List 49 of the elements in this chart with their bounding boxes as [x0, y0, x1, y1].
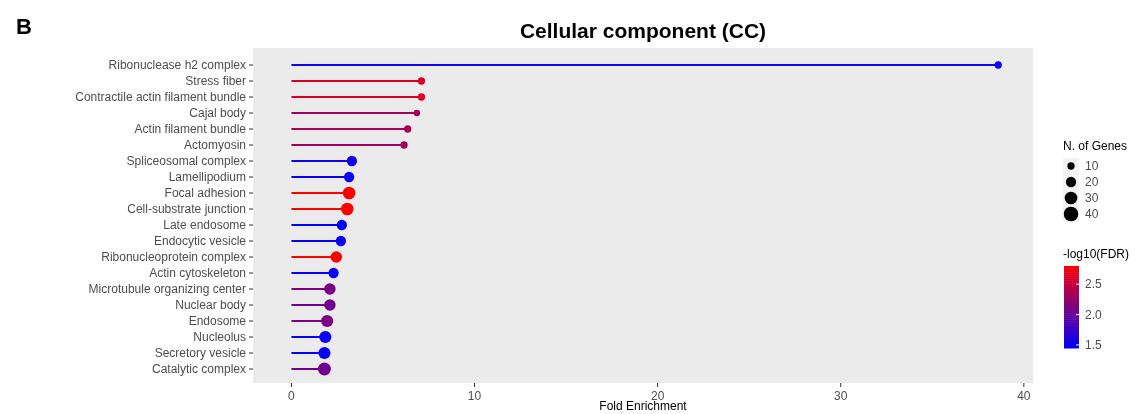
- y-tick-label: Contractile actin filament bundle: [75, 90, 247, 105]
- chart-title: Cellular component (CC): [519, 19, 767, 42]
- legend-label: 20: [1085, 175, 1099, 190]
- y-tick-label: Focal adhesion: [164, 186, 246, 201]
- legend-label: 40: [1085, 207, 1099, 222]
- point: [330, 251, 343, 263]
- y-tick-label: Lamellipodium: [168, 170, 246, 185]
- point: [328, 267, 339, 279]
- y-tick-label: Ribonucleoprotein complex: [101, 250, 246, 265]
- text: B: [16, 14, 32, 39]
- legend-title: N. of Genes: [1063, 139, 1128, 153]
- y-tick-label: Actomyosin: [183, 138, 246, 153]
- color-bar-label: 2.0: [1085, 307, 1103, 322]
- point: [346, 155, 358, 167]
- point: [319, 330, 332, 344]
- y-tick-label: Ribonuclease h2 complex: [108, 58, 246, 73]
- y-tick-label: Endocytic vesicle: [153, 234, 247, 249]
- point: [324, 283, 336, 295]
- y-tick-label: Spliceosomal complex: [126, 154, 246, 169]
- point: [343, 171, 355, 183]
- y-tick-label: Endosome: [188, 314, 247, 329]
- y-tick-label: Nucleolus: [193, 330, 246, 345]
- legend-label: 30: [1085, 191, 1099, 206]
- point: [324, 299, 336, 311]
- y-tick-label: Late endosome: [163, 218, 247, 233]
- x-tick-label: 0: [288, 389, 296, 403]
- y-tick-label: Nuclear body: [175, 298, 246, 313]
- y-tick-label: Stress fiber: [185, 74, 246, 89]
- x-tick-label: 10: [467, 389, 482, 403]
- legend-label: 10: [1085, 159, 1099, 174]
- y-tick-label: Actin filament bundle: [134, 122, 247, 137]
- point: [335, 235, 347, 247]
- y-tick-label: Cajal body: [189, 106, 246, 121]
- y-tick-label: Catalytic complex: [151, 362, 246, 377]
- y-tick-label: Microtubule organizing center: [88, 282, 246, 297]
- point: [341, 202, 354, 216]
- y-tick-label: Cell-substrate junction: [127, 202, 246, 217]
- x-tick-label: 40: [1017, 389, 1031, 403]
- point: [317, 362, 331, 376]
- point: [318, 346, 331, 360]
- color-bar-label: 1.5: [1085, 338, 1103, 353]
- point: [342, 186, 356, 200]
- color-bar-title: -log10(FDR): [1063, 247, 1130, 261]
- x-tick-label: 30: [834, 389, 848, 403]
- y-tick-label: Secretory vesicle: [154, 346, 247, 361]
- color-bar-label: 2.5: [1085, 277, 1103, 292]
- point: [336, 219, 347, 231]
- y-tick-label: Actin cytoskeleton: [149, 266, 246, 281]
- point: [321, 314, 334, 328]
